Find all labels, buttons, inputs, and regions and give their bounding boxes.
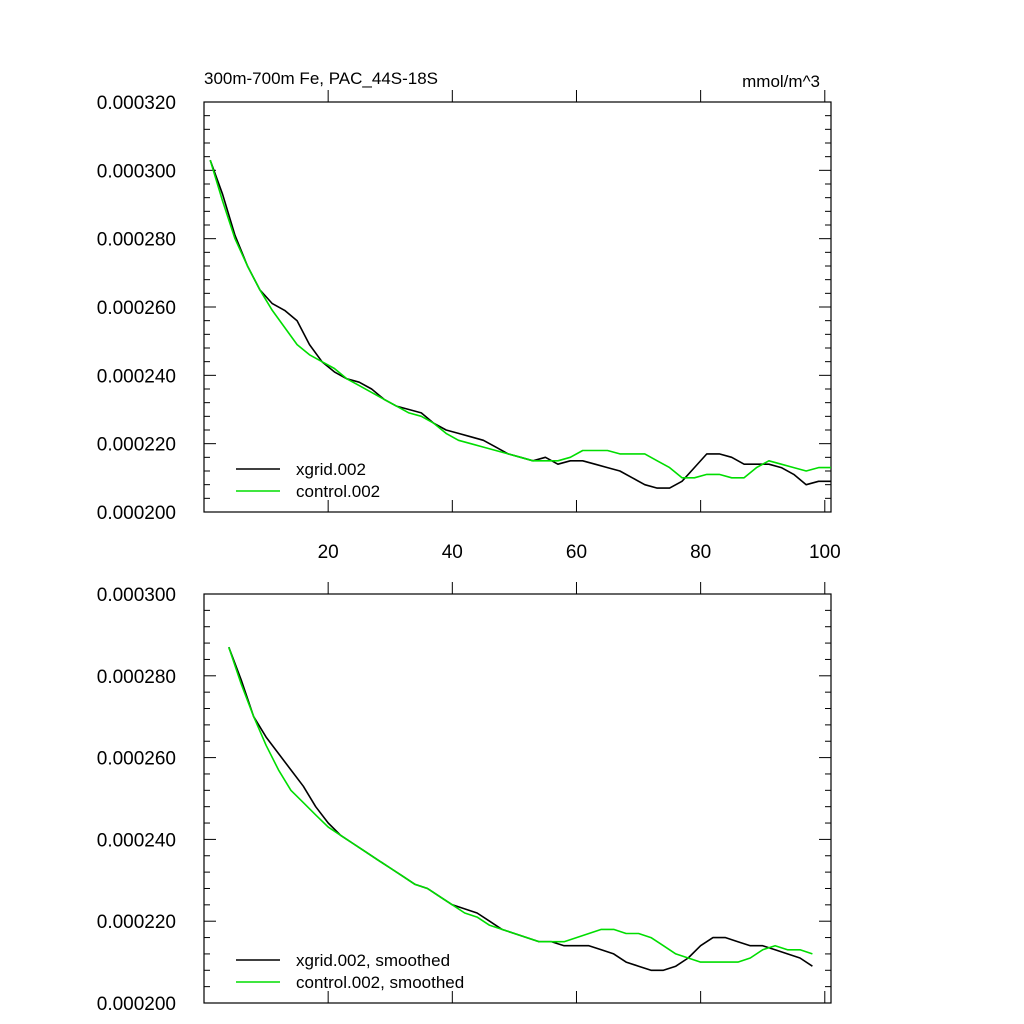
series-line-control [228, 646, 813, 963]
y-tick-label: 0.000200 [97, 994, 176, 1015]
y-tick-label: 0.000320 [97, 93, 176, 114]
chart-top: 0.000200 0.000220 0.000240 0.000260 0.000280… [97, 90, 841, 563]
legend-label: xgrid.002, smoothed [296, 951, 450, 970]
y-tick-label: 0.000240 [97, 366, 176, 387]
y-tick-label: 0.000220 [97, 912, 176, 933]
y-tick-label: 0.000300 [97, 161, 176, 182]
x-tick-label: 60 [566, 542, 587, 563]
chart-1-units: mmol/m^3 [742, 72, 820, 91]
series-line-control [209, 159, 831, 479]
chart-1-title: 300m-700m Fe, PAC_44S-18S [204, 69, 438, 88]
y-tick-label: 0.000280 [97, 667, 176, 688]
y-tick-label: 0.000240 [97, 830, 176, 851]
chart-bottom: 0.000200 0.000220 0.000240 0.000260 0.000280… [97, 582, 832, 1015]
plot-frame [203, 593, 832, 1004]
y-tick-label: 0.000260 [97, 749, 176, 770]
legend-label: xgrid.002 [296, 460, 366, 479]
x-tick-label: 100 [809, 542, 841, 563]
x-tick-label: 80 [690, 542, 711, 563]
y-tick-label: 0.000200 [97, 503, 176, 524]
legend-label: control.002 [296, 482, 380, 501]
y-tick-label: 0.000280 [97, 230, 176, 251]
x-tick-label: 20 [318, 542, 339, 563]
y-tick-label: 0.000300 [97, 585, 176, 606]
x-tick-label: 40 [442, 542, 463, 563]
y-tick-label: 0.000220 [97, 435, 176, 456]
y-tick-label: 0.000260 [97, 298, 176, 319]
legend-label: control.002, smoothed [296, 973, 464, 992]
